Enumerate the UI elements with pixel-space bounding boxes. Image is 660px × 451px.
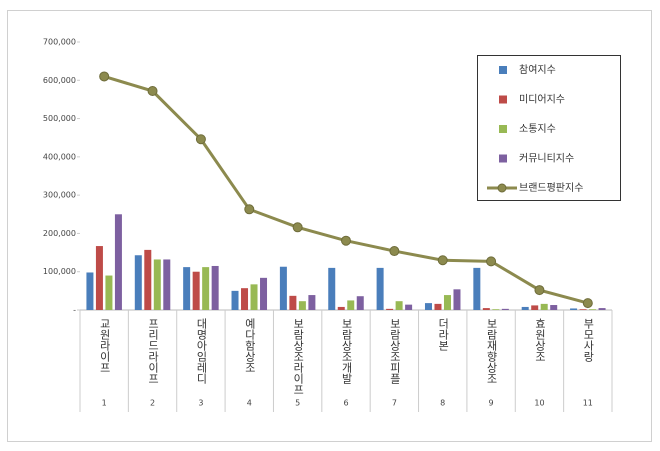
legend-label: 브랜드평판지수 [519, 182, 583, 194]
bar [183, 267, 191, 310]
bar [95, 246, 103, 310]
bar [250, 284, 258, 310]
y-tick-label: 500,000 [43, 114, 76, 123]
bar [337, 306, 345, 310]
x-category-number: 1 [102, 399, 107, 408]
bar [289, 295, 297, 310]
line-marker [195, 134, 206, 145]
x-category-number: 3 [198, 399, 203, 408]
legend-label: 미디어지수 [519, 94, 565, 106]
x-category-number: 10 [534, 399, 544, 408]
x-category-label: 효원상조 [533, 318, 546, 362]
bar [443, 295, 451, 310]
line-marker [244, 204, 255, 215]
x-category-label: 보람상조라이프 [292, 318, 305, 395]
bar [540, 303, 548, 310]
x-category-label: 예다함상조 [243, 318, 256, 373]
line-marker [99, 71, 110, 82]
y-tick-label: 200,000 [43, 229, 76, 238]
bar [347, 300, 355, 310]
legend-swatch [499, 154, 507, 163]
legend-label: 소통지수 [519, 123, 556, 135]
bar [598, 308, 606, 310]
bar [395, 301, 403, 310]
bar [386, 308, 394, 310]
bar [492, 309, 500, 310]
bar [521, 306, 529, 310]
y-tick-label: - [73, 306, 76, 315]
line-marker [437, 255, 448, 266]
bar [531, 305, 539, 310]
line-marker [582, 298, 593, 309]
line-marker [534, 285, 545, 296]
bar [308, 295, 316, 310]
x-category-label: 프리드라이프 [147, 318, 160, 384]
bar [424, 303, 432, 310]
bar [260, 277, 268, 310]
bar [550, 305, 558, 310]
bar [279, 266, 287, 310]
bar [356, 296, 364, 310]
x-category-number: 6 [343, 399, 348, 408]
bar [192, 271, 200, 310]
bar [589, 309, 597, 310]
bar [231, 290, 239, 310]
bar [144, 249, 152, 310]
y-tick-label: 300,000 [43, 191, 76, 200]
bar [405, 304, 413, 310]
bar [453, 289, 461, 310]
bar [114, 214, 122, 310]
x-category-number: 9 [489, 399, 494, 408]
legend-label: 참여지수 [519, 64, 556, 76]
legend-swatch [499, 95, 507, 104]
line-marker [147, 86, 158, 97]
x-category-label: 교원라이프 [98, 318, 111, 373]
bar [501, 308, 509, 310]
bar [298, 301, 306, 310]
x-category-label: 보람상조피플 [388, 318, 401, 384]
bar [105, 275, 113, 310]
bar [241, 288, 249, 310]
bar [434, 303, 442, 310]
bar [86, 272, 94, 310]
x-category-number: 4 [247, 399, 252, 408]
x-category-label: 더라본 [437, 318, 450, 351]
line-marker [389, 246, 400, 257]
x-category-number: 8 [440, 399, 445, 408]
x-category-label: 보람상조개발 [340, 318, 353, 384]
bar [153, 259, 161, 310]
bar [328, 267, 336, 310]
line-marker [486, 256, 497, 267]
bar [134, 255, 142, 310]
x-category-label: 대명아임레디 [195, 318, 208, 384]
line-marker [341, 235, 351, 246]
line-marker [292, 222, 303, 233]
bar [211, 265, 219, 310]
x-category-label: 부모사랑 [582, 318, 595, 362]
x-category-number: 2 [150, 399, 155, 408]
bar [473, 267, 481, 310]
legend-label: 커뮤니티지수 [519, 153, 574, 165]
bar [202, 267, 210, 310]
legend-marker [497, 183, 507, 193]
legend-swatch [499, 125, 507, 133]
bar [482, 308, 490, 310]
y-tick-label: 100,000 [43, 267, 76, 276]
x-category-number: 7 [392, 399, 397, 408]
y-tick-label: 700,000 [43, 38, 76, 47]
bar [163, 259, 171, 310]
y-tick-label: 400,000 [43, 152, 76, 161]
bar [570, 308, 578, 310]
x-category-number: 5 [295, 399, 300, 408]
x-category-label: 보람재향상조 [485, 318, 498, 384]
legend-swatch [499, 66, 507, 74]
bar [579, 309, 587, 310]
bar [376, 267, 384, 310]
y-tick-label: 600,000 [43, 76, 76, 85]
x-category-number: 11 [583, 399, 593, 408]
